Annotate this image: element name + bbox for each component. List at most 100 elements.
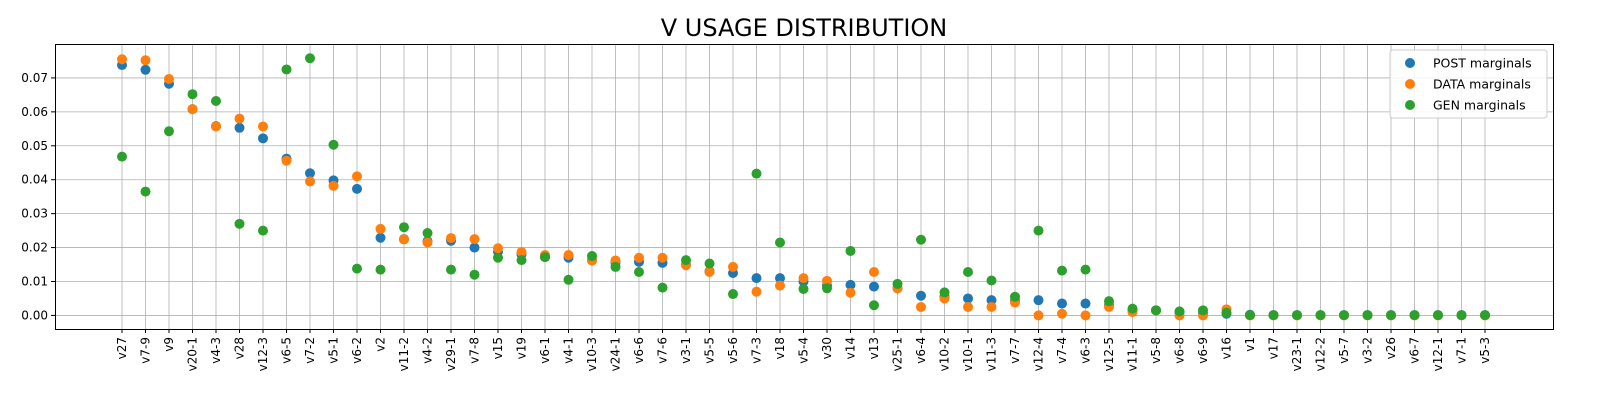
y-tick-label: 0.03 <box>21 207 48 221</box>
x-tick-label: v5-3 <box>1478 337 1492 364</box>
point-gen-v10-2 <box>939 287 950 298</box>
point-gen-v12-3 <box>258 225 268 236</box>
y-tick-label: 0.01 <box>21 275 48 289</box>
x-tick-label: v4-2 <box>421 337 435 364</box>
point-gen-v30 <box>822 283 832 294</box>
x-tick-label: v12-2 <box>1314 337 1328 371</box>
point-gen-v3-1 <box>681 255 691 266</box>
point-gen-v29-1 <box>446 264 456 275</box>
x-tick-label: v1 <box>1243 337 1257 352</box>
x-tick-label: v7-2 <box>303 337 317 364</box>
point-post-v7-9 <box>140 64 151 75</box>
x-tick-label: v20-1 <box>186 337 200 371</box>
point-data-v29-1 <box>446 233 456 244</box>
x-tick-label: v7-3 <box>750 337 764 364</box>
x-tick-label: v12-3 <box>256 337 270 371</box>
point-gen-v6-4 <box>916 234 926 245</box>
point-gen-v6-7 <box>1409 310 1420 321</box>
point-gen-v10-1 <box>963 267 973 277</box>
data-points <box>117 53 1490 321</box>
x-tick-label: v9 <box>162 337 176 352</box>
point-data-v20-1 <box>187 104 198 115</box>
point-gen-v5-8 <box>1151 305 1161 316</box>
x-tick-label: v10-2 <box>938 337 952 371</box>
point-gen-v7-4 <box>1057 265 1067 276</box>
y-tick-label: 0.04 <box>21 173 48 187</box>
point-post-v6-2 <box>352 183 362 194</box>
point-data-v10-1 <box>963 301 973 312</box>
point-gen-v6-3 <box>1080 264 1091 275</box>
point-data-v6-2 <box>352 171 362 182</box>
x-axis: v27 v7-9 v9 v20-1 v4-3 v28 v12-3 v6-5 v7-2 v5-1 v6… <box>115 329 1492 371</box>
x-tick-label: v18 <box>773 337 787 359</box>
point-gen-v6-5 <box>281 64 292 75</box>
point-post-v13 <box>869 281 879 292</box>
legend-label-data: DATA marginals <box>1433 77 1531 92</box>
x-tick-label: v3-1 <box>679 337 693 364</box>
legend-marker-post <box>1405 58 1415 68</box>
y-tick-label: 0.05 <box>21 139 48 153</box>
x-tick-label: v7-6 <box>656 337 670 364</box>
point-gen-v1 <box>1245 310 1255 321</box>
x-tick-label: v6-6 <box>632 337 646 364</box>
point-data-v13 <box>869 267 879 277</box>
point-data-v6-4 <box>916 301 926 312</box>
point-gen-v12-1 <box>1433 310 1443 321</box>
x-tick-label: v10-3 <box>585 337 599 371</box>
point-data-v12-4 <box>1033 310 1044 321</box>
point-data-v11-3 <box>986 301 997 312</box>
point-gen-v14 <box>845 245 856 256</box>
point-gen-v9 <box>164 126 174 137</box>
point-data-v15 <box>493 243 503 254</box>
x-tick-label: v5-1 <box>327 337 341 364</box>
x-tick-label: v6-4 <box>914 337 928 364</box>
point-gen-v11-1 <box>1127 303 1138 314</box>
point-post-v10-1 <box>963 293 973 304</box>
x-tick-label: v6-9 <box>1196 337 1210 364</box>
x-tick-label: v11-3 <box>985 337 999 371</box>
point-data-v14 <box>845 287 856 298</box>
x-tick-label: v2 <box>374 337 388 352</box>
x-tick-label: v6-2 <box>350 337 364 364</box>
point-gen-v7-3 <box>751 168 762 179</box>
x-tick-label: v17 <box>1267 337 1281 359</box>
point-gen-v27 <box>117 151 127 162</box>
point-gen-v5-4 <box>798 283 809 294</box>
point-post-v14 <box>845 279 856 290</box>
point-gen-v5-7 <box>1339 310 1349 321</box>
legend-label-gen: GEN marginals <box>1433 98 1526 113</box>
point-data-v7-6 <box>657 252 668 263</box>
x-tick-label: v6-7 <box>1408 337 1422 364</box>
point-gen-v11-3 <box>986 275 997 286</box>
point-gen-v6-6 <box>634 267 644 277</box>
chart-title: V USAGE DISTRIBUTION <box>661 14 948 42</box>
x-tick-label: v6-5 <box>280 337 294 364</box>
x-tick-label: v16 <box>1220 337 1234 359</box>
point-post-v6-3 <box>1080 298 1091 309</box>
x-tick-label: v6-8 <box>1173 337 1187 364</box>
point-post-v6-4 <box>916 290 926 301</box>
point-data-v27 <box>117 54 127 65</box>
point-gen-v20-1 <box>187 89 198 100</box>
point-gen-v4-3 <box>211 96 221 106</box>
plot-frame <box>55 44 1554 330</box>
x-tick-label: v23-1 <box>1290 337 1304 371</box>
x-tick-label: v3-2 <box>1361 337 1375 364</box>
point-data-v4-1 <box>563 250 574 261</box>
x-tick-label: v5-6 <box>726 337 740 364</box>
x-tick-label: v11-1 <box>1126 337 1140 371</box>
point-gen-v17 <box>1268 310 1279 321</box>
point-post-v12-4 <box>1033 295 1044 306</box>
x-tick-label: v10-1 <box>961 337 975 371</box>
point-data-v2 <box>375 223 386 234</box>
x-tick-label: v4-1 <box>562 337 576 364</box>
point-data-v7-4 <box>1057 308 1067 319</box>
point-post-v7-2 <box>305 168 315 179</box>
point-data-v30 <box>822 275 832 286</box>
x-tick-label: v28 <box>233 337 247 359</box>
legend-marker-gen <box>1405 100 1415 110</box>
x-tick-label: v29-1 <box>444 337 458 371</box>
point-gen-v6-9 <box>1198 305 1208 316</box>
point-gen-v5-5 <box>704 258 715 269</box>
point-gen-v5-6 <box>728 289 738 300</box>
